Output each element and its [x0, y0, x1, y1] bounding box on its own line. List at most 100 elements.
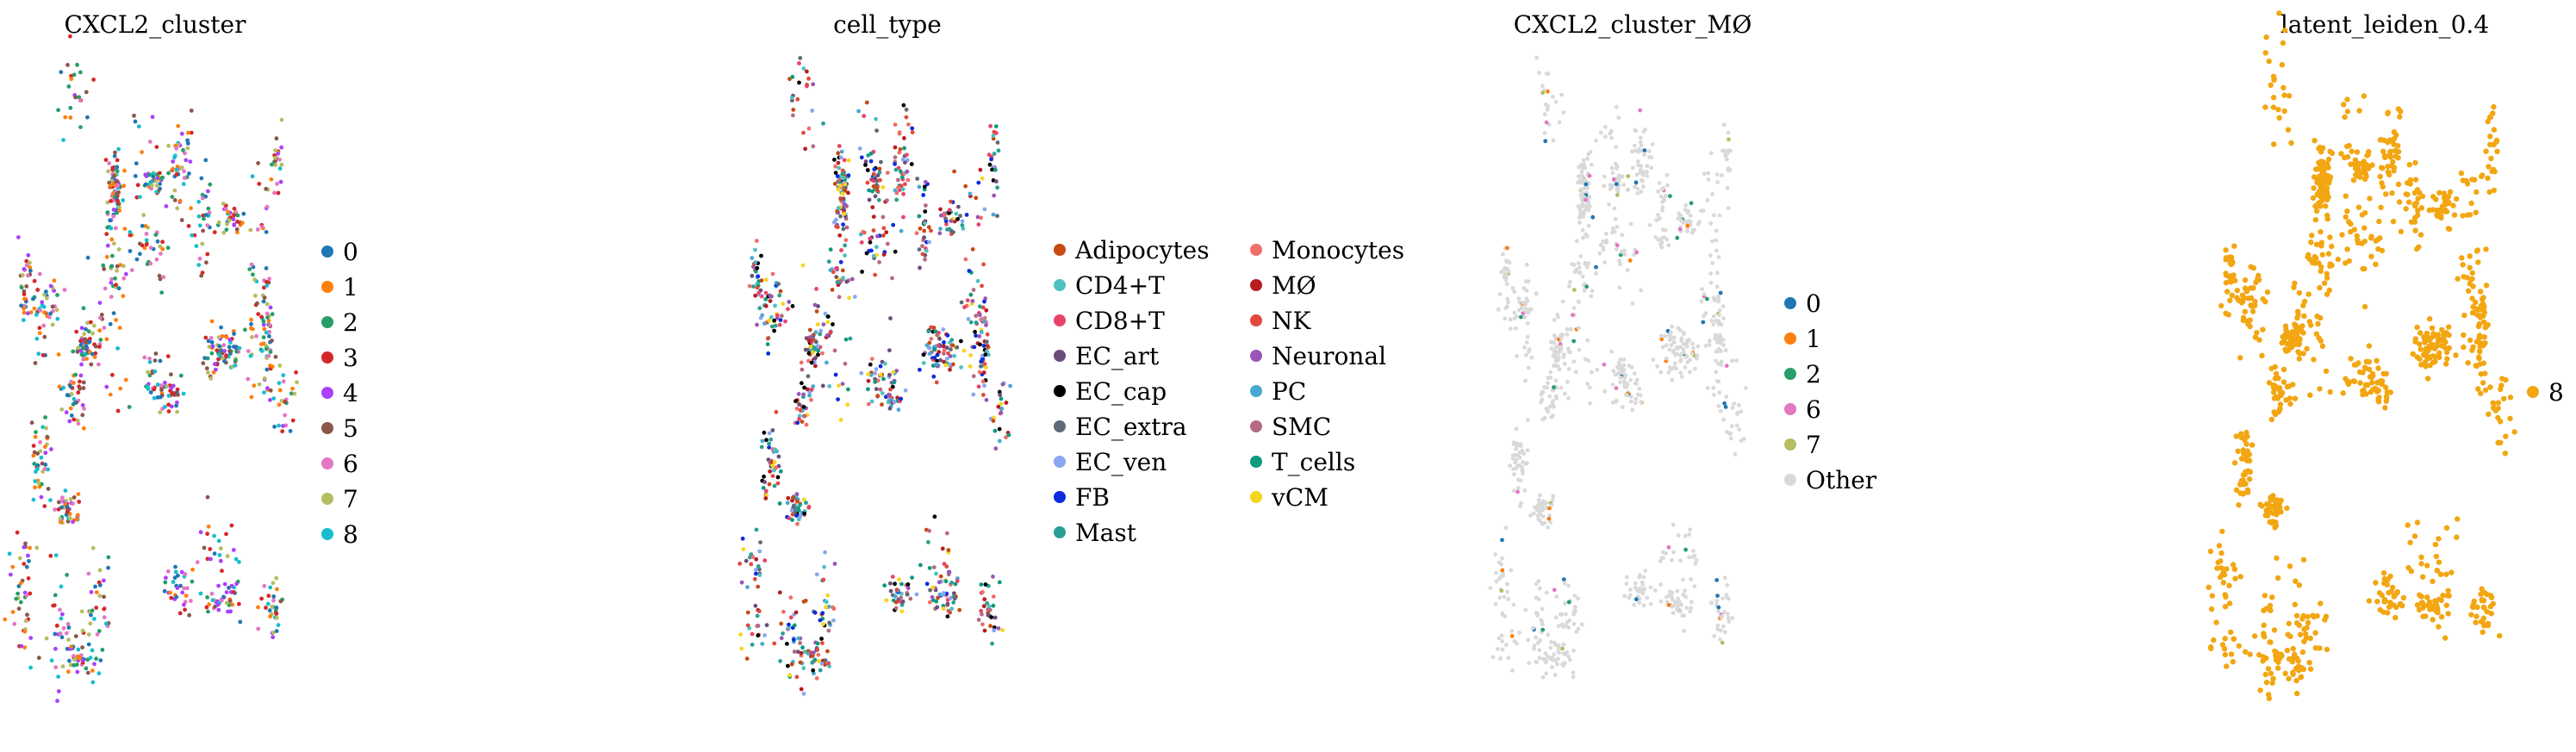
scatter-point [2223, 257, 2229, 263]
scatter-point [937, 592, 943, 597]
scatter-point [1536, 498, 1541, 502]
scatter-point [2443, 349, 2450, 356]
scatter-point [806, 351, 812, 356]
scatter-point [1582, 288, 1587, 292]
scatter-point [1705, 386, 1710, 390]
scatter-point [90, 351, 95, 357]
scatter-point [96, 362, 101, 367]
scatter-point [276, 190, 281, 196]
scatter-point [2305, 252, 2312, 258]
scatter-point [65, 393, 70, 398]
scatter-point [952, 591, 956, 596]
scatter-point [1540, 674, 1546, 680]
legend-marker [1250, 385, 1262, 397]
scatter-point [2478, 371, 2484, 377]
scatter-point [2383, 191, 2389, 197]
scatter-point [2441, 195, 2448, 201]
scatter-point [161, 275, 166, 279]
legend-marker [1250, 244, 1262, 256]
scatter-point [1523, 378, 1528, 383]
scatter-point [2285, 333, 2291, 339]
scatter-point [841, 222, 845, 227]
scatter-point [272, 190, 277, 196]
scatter-point [56, 674, 60, 679]
scatter-point [952, 169, 956, 174]
scatter-point [821, 121, 825, 126]
scatter-point [2312, 260, 2318, 266]
scatter-point [2282, 346, 2288, 352]
scatter-point [980, 612, 984, 617]
scatter-point [922, 228, 927, 233]
scatter-point [877, 260, 881, 264]
scatter-point [1565, 379, 1570, 384]
scatter-point [2257, 687, 2263, 693]
scatter-point [995, 185, 999, 190]
scatter-point [1633, 597, 1639, 602]
scatter-point [1669, 334, 1673, 339]
scatter-point [840, 268, 845, 273]
scatter-point [2291, 284, 2297, 290]
scatter-point [225, 554, 230, 558]
scatter-point [206, 524, 211, 529]
scatter-point [739, 580, 744, 585]
scatter-point [891, 370, 896, 375]
scatter-point [2343, 214, 2349, 221]
scatter-point [241, 211, 246, 216]
scatter-point [1584, 284, 1590, 289]
scatter-point [52, 278, 57, 283]
scatter-point [2436, 190, 2442, 196]
scatter-point [2421, 334, 2427, 340]
scatter-point [1553, 615, 1559, 620]
scatter-point [819, 661, 824, 666]
scatter-point [786, 663, 790, 668]
scatter-point [266, 353, 271, 358]
scatter-point [2301, 638, 2307, 644]
scatter-point [792, 623, 797, 628]
scatter-point [1563, 601, 1567, 606]
scatter-point [80, 645, 84, 649]
scatter-point [227, 349, 232, 353]
scatter-point [61, 625, 66, 631]
scatter-point [1521, 311, 1526, 316]
scatter-point [1512, 472, 1516, 477]
scatter-point [834, 266, 839, 270]
scatter-point [1588, 401, 1592, 406]
scatter-point [859, 240, 864, 245]
scatter-point [974, 196, 979, 201]
scatter-point [864, 251, 869, 256]
scatter-point [225, 221, 229, 227]
scatter-point [2247, 323, 2253, 330]
scatter-point [1711, 385, 1716, 390]
scatter-point [1633, 581, 1638, 586]
scatter-point [1640, 591, 1646, 596]
scatter-point [801, 66, 806, 71]
scatter-point [274, 606, 279, 610]
scatter-point [1671, 611, 1676, 615]
scatter-point [2237, 355, 2243, 361]
scatter-point [2436, 624, 2442, 630]
scatter-point [980, 622, 985, 627]
scatter-point [779, 621, 784, 626]
scatter-point [2297, 631, 2304, 637]
scatter-point [68, 406, 73, 411]
scatter-point [278, 179, 283, 184]
scatter-point [856, 109, 861, 114]
scatter-point [910, 130, 915, 135]
scatter-point [2297, 337, 2303, 344]
scatter-point [121, 264, 126, 269]
legend-label: EC_extra [1075, 413, 1187, 441]
scatter-point [1640, 587, 1644, 592]
scatter-point [33, 479, 38, 483]
scatter-point [2207, 644, 2214, 650]
scatter-point [1716, 299, 1720, 304]
scatter-point [2269, 594, 2275, 600]
scatter-point [84, 90, 89, 95]
scatter-point [35, 288, 40, 292]
scatter-point [275, 182, 279, 186]
scatter-point [959, 339, 963, 344]
scatter-point [1505, 589, 1510, 594]
scatter-point [1659, 245, 1664, 250]
legend-marker [321, 281, 333, 293]
scatter-point [1540, 90, 1546, 96]
